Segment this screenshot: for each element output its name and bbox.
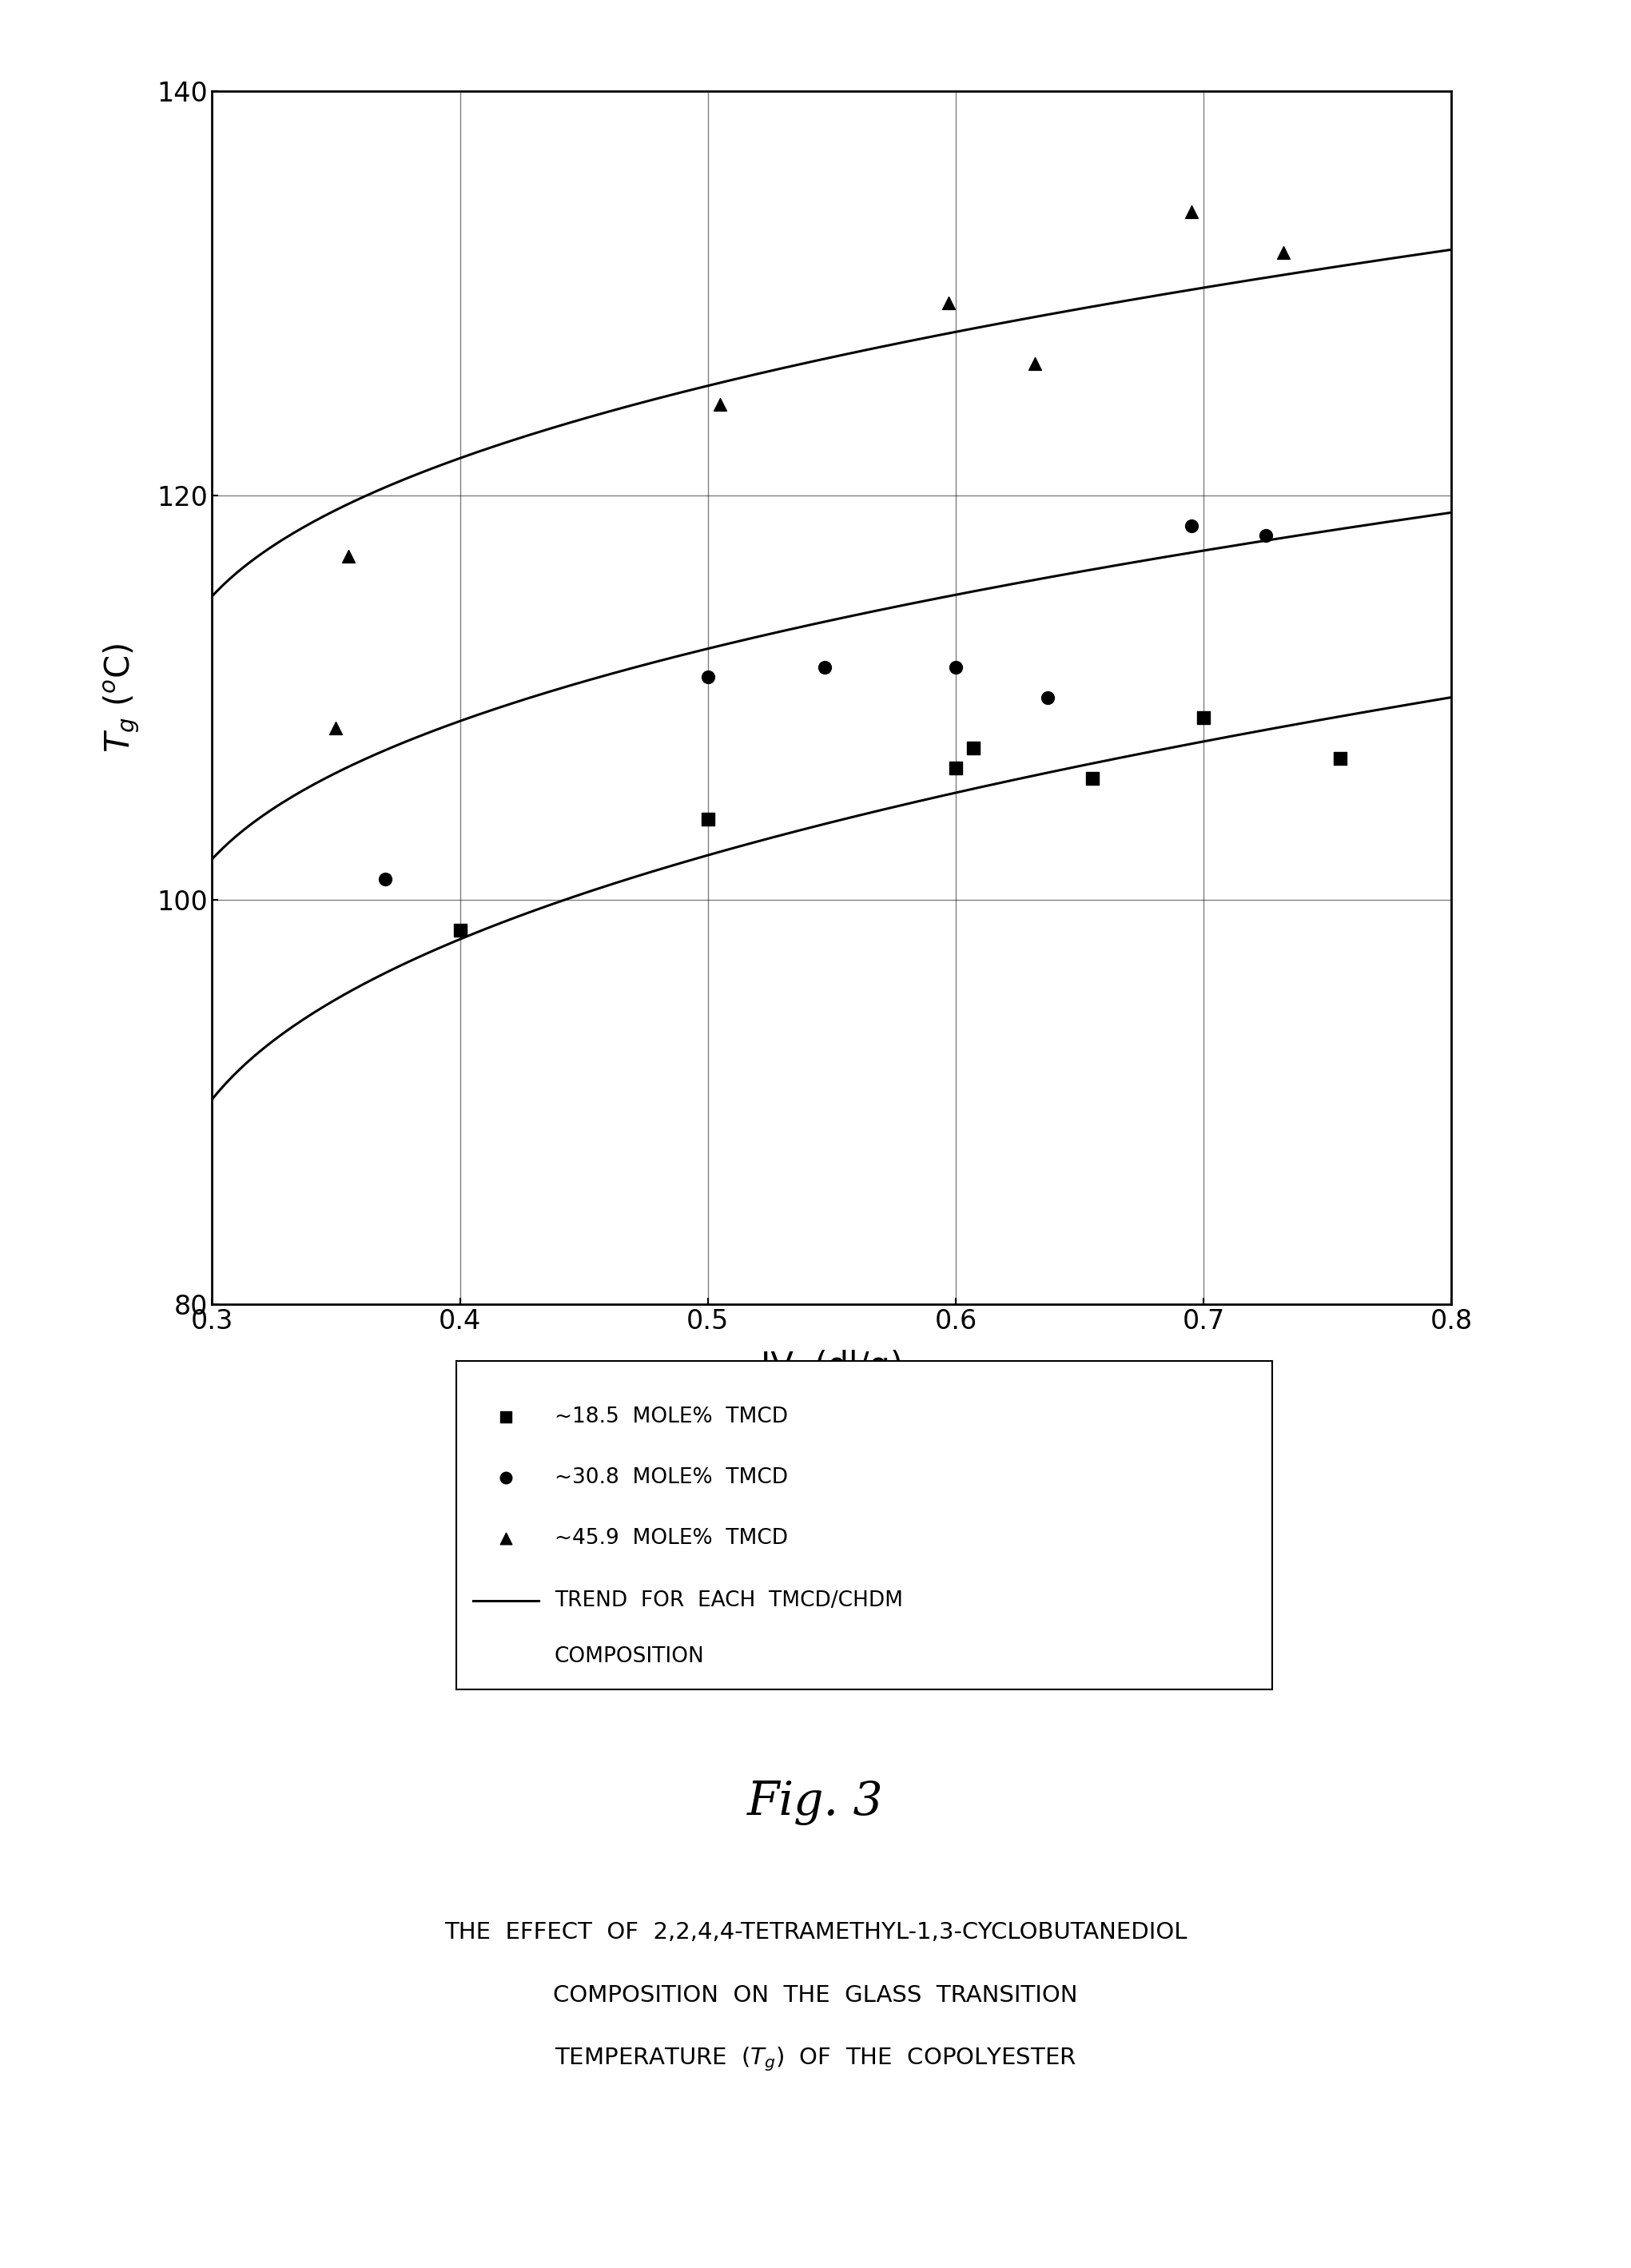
Point <box>695 801 721 837</box>
Point <box>943 649 969 685</box>
Point <box>708 386 734 422</box>
Text: ~18.5  MOLE%  TMCD: ~18.5 MOLE% TMCD <box>555 1406 788 1427</box>
Text: Fig. 3: Fig. 3 <box>747 1780 884 1826</box>
Y-axis label: $T_g$ ($^o$C): $T_g$ ($^o$C) <box>101 642 142 753</box>
Point <box>935 286 961 322</box>
Point <box>1191 699 1217 735</box>
Text: ~30.8  MOLE%  TMCD: ~30.8 MOLE% TMCD <box>555 1467 788 1488</box>
X-axis label: IV  (dl/g): IV (dl/g) <box>760 1349 904 1383</box>
Point <box>1271 234 1297 270</box>
Text: TREND  FOR  EACH  TMCD/CHDM: TREND FOR EACH TMCD/CHDM <box>555 1590 904 1610</box>
Text: COMPOSITION: COMPOSITION <box>555 1647 705 1667</box>
Point <box>1178 508 1204 544</box>
Point <box>1034 680 1060 717</box>
Point <box>943 751 969 787</box>
Point <box>1023 345 1049 381</box>
Point <box>336 538 362 574</box>
Point <box>1328 739 1354 776</box>
Text: THE  EFFECT  OF  2,2,4,4-TETRAMETHYL-1,3-CYCLOBUTANEDIOL: THE EFFECT OF 2,2,4,4-TETRAMETHYL-1,3-CY… <box>444 1921 1187 1944</box>
Point <box>447 912 473 948</box>
Point <box>1080 760 1106 796</box>
Text: ~45.9  MOLE%  TMCD: ~45.9 MOLE% TMCD <box>555 1529 788 1549</box>
Point <box>1253 517 1279 553</box>
Point <box>961 730 987 767</box>
Text: TEMPERATURE  ($T_g$)  OF  THE  COPOLYESTER: TEMPERATURE ($T_g$) OF THE COPOLYESTER <box>555 2046 1076 2073</box>
Point <box>372 862 398 898</box>
Point <box>811 649 837 685</box>
Text: COMPOSITION  ON  THE  GLASS  TRANSITION: COMPOSITION ON THE GLASS TRANSITION <box>553 1984 1078 2007</box>
Point <box>1297 132 1323 168</box>
Point <box>1178 195 1204 231</box>
Point <box>695 660 721 696</box>
Point <box>323 710 349 746</box>
